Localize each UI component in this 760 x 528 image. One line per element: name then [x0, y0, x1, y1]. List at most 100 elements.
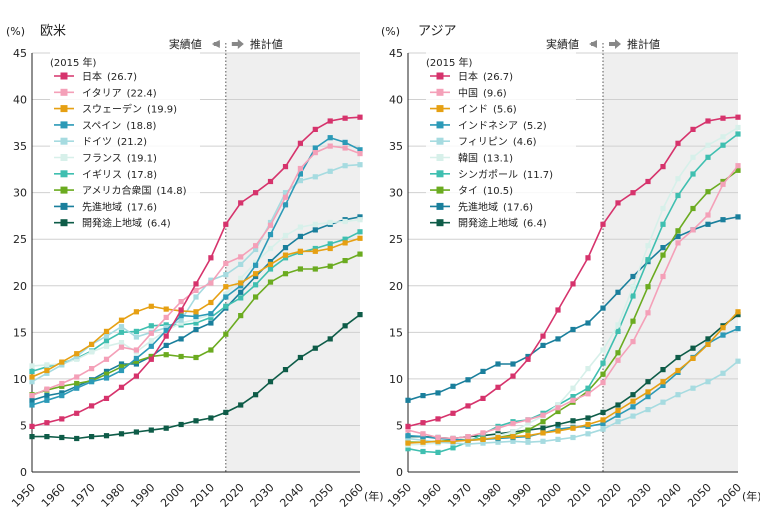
- x-tick-label: 2030: [248, 481, 277, 510]
- data-point: [405, 446, 411, 452]
- data-point: [540, 342, 546, 348]
- data-point: [118, 364, 125, 370]
- data-point: [675, 176, 681, 182]
- data-point: [267, 261, 274, 267]
- x-tick-label: 2060: [715, 481, 744, 510]
- data-point: [630, 339, 636, 345]
- data-point: [133, 373, 139, 379]
- data-point: [600, 380, 606, 386]
- data-point: [193, 320, 199, 326]
- data-point: [720, 370, 726, 376]
- data-point: [357, 151, 363, 157]
- legend-label: アメリカ合衆国: [82, 184, 152, 197]
- data-point: [118, 317, 125, 323]
- data-point: [193, 354, 199, 361]
- data-point: [525, 439, 531, 445]
- data-point: [118, 340, 125, 346]
- legend-title: (2015 年): [50, 56, 97, 69]
- data-point: [267, 379, 274, 385]
- data-point: [267, 219, 274, 226]
- data-point: [223, 303, 229, 309]
- data-point: [357, 251, 363, 257]
- data-point: [735, 163, 741, 169]
- data-point: [327, 135, 333, 141]
- data-point: [59, 390, 65, 396]
- y-tick-label: 20: [389, 280, 403, 293]
- legend-marker: [60, 105, 68, 113]
- data-point: [342, 240, 348, 246]
- data-point: [705, 212, 711, 218]
- data-point: [29, 402, 35, 408]
- data-point: [600, 417, 606, 423]
- data-point: [645, 310, 651, 316]
- x-unit-label: (年): [742, 489, 760, 503]
- data-point: [163, 352, 169, 358]
- data-point: [89, 403, 95, 409]
- legend-label: 中国: [458, 86, 478, 99]
- data-point: [405, 427, 411, 433]
- data-point: [29, 363, 35, 369]
- data-point: [89, 366, 95, 372]
- data-point: [675, 192, 681, 199]
- data-point: [238, 280, 244, 286]
- x-tick-label: 2020: [218, 481, 247, 510]
- data-point: [208, 415, 214, 421]
- data-point: [267, 232, 274, 238]
- data-point: [705, 154, 711, 160]
- arrow-right-icon: [609, 39, 621, 49]
- legend-marker: [60, 121, 68, 129]
- data-point: [615, 350, 621, 356]
- data-point: [405, 423, 411, 429]
- data-point: [297, 178, 303, 184]
- data-point: [282, 252, 289, 258]
- data-point: [133, 358, 139, 364]
- data-point: [357, 162, 363, 168]
- data-point: [89, 349, 95, 355]
- data-point: [690, 345, 696, 351]
- data-point: [435, 416, 441, 422]
- data-point: [163, 325, 169, 331]
- data-point: [163, 314, 169, 320]
- data-point: [103, 356, 110, 362]
- data-point: [118, 329, 125, 335]
- data-point: [555, 307, 561, 313]
- data-point: [74, 353, 80, 360]
- legend-marker: [436, 121, 444, 129]
- data-point: [645, 394, 651, 400]
- actual-label: 実績値: [169, 37, 202, 51]
- data-point: [223, 409, 229, 415]
- data-point: [660, 164, 666, 170]
- data-point: [690, 205, 696, 212]
- data-point: [630, 284, 636, 290]
- data-point: [420, 393, 426, 399]
- data-point: [59, 383, 65, 389]
- data-point: [238, 200, 244, 206]
- y-tick-label: 10: [13, 373, 27, 386]
- data-point: [435, 434, 441, 441]
- data-point: [735, 312, 741, 318]
- y-unit-label: (%): [6, 25, 25, 38]
- data-point: [29, 397, 35, 403]
- data-point: [312, 245, 318, 252]
- data-point: [720, 142, 726, 148]
- data-point: [540, 438, 546, 444]
- y-tick-label: 5: [20, 419, 27, 432]
- data-point: [705, 336, 711, 342]
- data-point: [585, 366, 591, 372]
- data-point: [118, 344, 125, 350]
- y-tick-label: 30: [389, 187, 403, 200]
- data-point: [267, 245, 274, 252]
- x-tick-label: 2040: [655, 481, 684, 510]
- data-point: [720, 181, 726, 187]
- x-tick-label: 1950: [9, 481, 38, 510]
- data-point: [540, 425, 546, 431]
- y-unit-label: (%): [381, 25, 400, 38]
- data-point: [297, 354, 303, 361]
- data-point: [253, 294, 259, 300]
- data-point: [615, 412, 621, 418]
- data-point: [267, 259, 274, 265]
- data-point: [342, 139, 348, 145]
- data-point: [675, 140, 681, 146]
- data-point: [148, 338, 154, 344]
